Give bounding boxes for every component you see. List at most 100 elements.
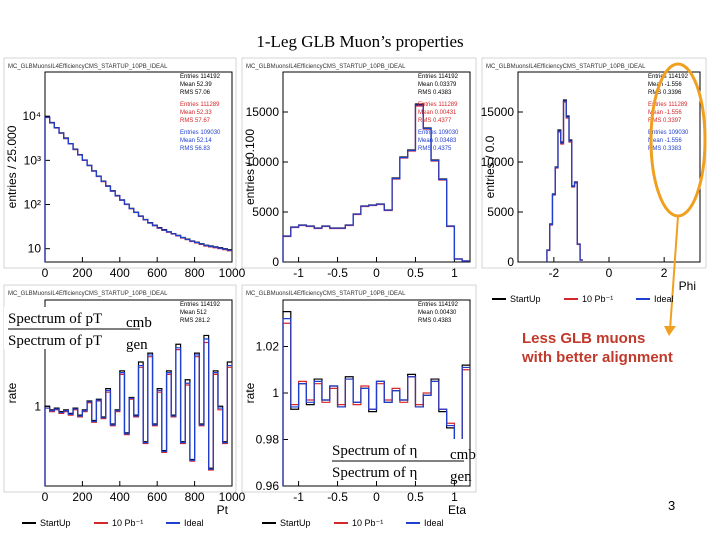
y-tick-label: 10³	[24, 153, 41, 167]
y-tick-label: 15000	[481, 105, 515, 119]
chart-header: MC_GLBMuonsIL4EfficiencyCMS_STARTUP_10PB…	[8, 291, 168, 297]
plot-area	[44, 71, 233, 263]
y-tick-label: 15000	[246, 105, 280, 119]
stats-box: Entries 114192 Mean 512 RMS 281.2	[180, 302, 221, 324]
x-tick-label: 0	[42, 490, 49, 504]
stats-rms: RMS 281.2	[180, 318, 211, 324]
chart-header: MC_GLBMuonsIL4EfficiencyCMS_STARTUP_10PB…	[486, 64, 646, 70]
legend-label: 10 Pb⁻¹	[582, 294, 613, 304]
stats-rms: RMS 0.4383	[418, 318, 452, 324]
legend-label: Ideal	[424, 518, 444, 528]
stats-mean: Mean 0.03379	[418, 82, 457, 88]
y-axis-label: entries / 25.000	[5, 125, 19, 208]
legend-label: Ideal	[184, 518, 204, 528]
y-tick-label: 0.98	[256, 433, 280, 447]
stats-rms: RMS 0.4375	[418, 146, 452, 152]
x-tick-label: 200	[72, 490, 92, 504]
formula-den-sub: gen	[126, 337, 148, 353]
stats-rms: RMS 0.3397	[648, 118, 682, 124]
stats-entries: Entries 109030	[180, 130, 221, 136]
y-tick-label: 1.02	[256, 340, 280, 354]
stats-box: Entries 114192 Mean 0.03379 RMS 0.4383	[418, 74, 459, 96]
chart-eta: MC_GLBMuonsIL4EfficiencyCMS_STARTUP_10PB…	[241, 57, 477, 280]
stats-entries: Entries 114192	[648, 74, 689, 80]
x-tick-label: 2	[661, 266, 668, 280]
y-tick-label: 10⁴	[22, 109, 41, 123]
series-line-startup	[282, 311, 470, 486]
ratio-formula: Spectrum of pT cmb Spectrum of pT gen	[4, 307, 152, 353]
y-tick-label: 5000	[252, 205, 279, 219]
plot-area	[44, 299, 233, 487]
stats-rms: RMS 0.4383	[418, 90, 452, 96]
stats-entries: Entries 111289	[648, 102, 688, 108]
y-tick-label: 10²	[24, 198, 41, 212]
x-tick-label: -0.5	[327, 490, 348, 504]
y-axis-label: rate	[5, 382, 19, 403]
legend: StartUp 10 Pb⁻¹ Ideal	[262, 518, 444, 528]
chart-pt_ratio: MC_GLBMuonsIL4EfficiencyCMS_STARTUP_10PB…	[3, 284, 246, 517]
y-tick-label: 0	[272, 255, 279, 269]
slide-title: 1-Leg GLB Muon’s properties	[256, 32, 464, 51]
plot-area	[282, 71, 471, 263]
x-tick-label: 0	[42, 266, 49, 280]
stats-entries: Entries 114192	[418, 74, 459, 80]
formula-denominator: Spectrum of η	[332, 465, 417, 481]
x-tick-label: -1	[293, 266, 304, 280]
y-tick-label: 10000	[481, 155, 515, 169]
x-tick-label: 1000	[219, 490, 246, 504]
stats-mean: Mean -1.556	[648, 110, 682, 116]
chart-frame	[3, 57, 237, 269]
chart-frame	[241, 57, 477, 269]
legend: StartUp 10 Pb⁻¹ Ideal	[492, 294, 674, 304]
stats-entries: Entries 114192	[180, 74, 221, 80]
stats-mean: Mean 52.14	[180, 138, 212, 144]
legend: StartUp 10 Pb⁻¹ Ideal	[22, 518, 204, 528]
stats-entries: Entries 111289	[180, 102, 220, 108]
x-tick-label: 1	[451, 266, 458, 280]
x-tick-label: -2	[549, 266, 560, 280]
formula-numerator: Spectrum of pT	[8, 311, 102, 327]
series-line-ideal	[282, 318, 470, 486]
chart-header: MC_GLBMuonsIL4EfficiencyCMS_STARTUP_10PB…	[246, 291, 406, 297]
legend-label: StartUp	[510, 294, 541, 304]
formula-den-sub: gen	[450, 469, 472, 485]
stats-mean: Mean -1.556	[648, 82, 682, 88]
series-line-ideal	[282, 104, 470, 262]
stats-box: Entries 111289 Mean -1.556 RMS 0.3397	[648, 102, 688, 124]
stats-mean: Mean -1.556	[648, 138, 682, 144]
series-line-ideal	[546, 100, 583, 262]
legend-label: StartUp	[280, 518, 311, 528]
stats-mean: Mean 0.00430	[418, 310, 457, 316]
chart-frame	[241, 284, 477, 493]
stats-mean: Mean 512	[180, 310, 207, 316]
y-axis-label: entries / 0.100	[243, 129, 257, 205]
x-tick-label: 400	[110, 266, 130, 280]
highlight-arrow	[669, 215, 679, 331]
x-tick-label: 200	[72, 266, 92, 280]
y-tick-label: 10	[28, 242, 42, 256]
stats-box: Entries 114192 Mean 52.39 RMS 57.06	[180, 74, 221, 96]
stats-rms: RMS 56.83	[180, 146, 211, 152]
legend-label: 10 Pb⁻¹	[112, 518, 143, 528]
x-tick-label: 1000	[219, 266, 246, 280]
series-line-startup	[282, 103, 470, 262]
formula-numerator: Spectrum of η	[332, 443, 417, 459]
chart-frame	[481, 57, 707, 269]
x-tick-label: 400	[110, 490, 130, 504]
y-axis-label: rate	[243, 382, 257, 403]
formula-num-sub: cmb	[126, 315, 152, 331]
y-tick-label: 0	[507, 255, 514, 269]
stats-rms: RMS 57.06	[180, 90, 211, 96]
x-axis-label: Eta	[448, 503, 466, 517]
ratio-formula: Spectrum of η cmb Spectrum of η gen	[328, 439, 476, 485]
stats-rms: RMS 0.3383	[648, 146, 682, 152]
page-number: 3	[668, 498, 676, 513]
x-tick-label: 800	[185, 266, 205, 280]
x-tick-label: -1	[293, 490, 304, 504]
annotation-line-1: Less GLB muons	[522, 330, 646, 347]
x-tick-label: 0.5	[407, 266, 424, 280]
annotation-note: Less GLB muons with better alignment	[522, 329, 712, 367]
y-tick-label: 5000	[487, 205, 514, 219]
annotation-line-2: with better alignment	[522, 349, 673, 366]
x-axis-label: Phi	[679, 279, 696, 293]
